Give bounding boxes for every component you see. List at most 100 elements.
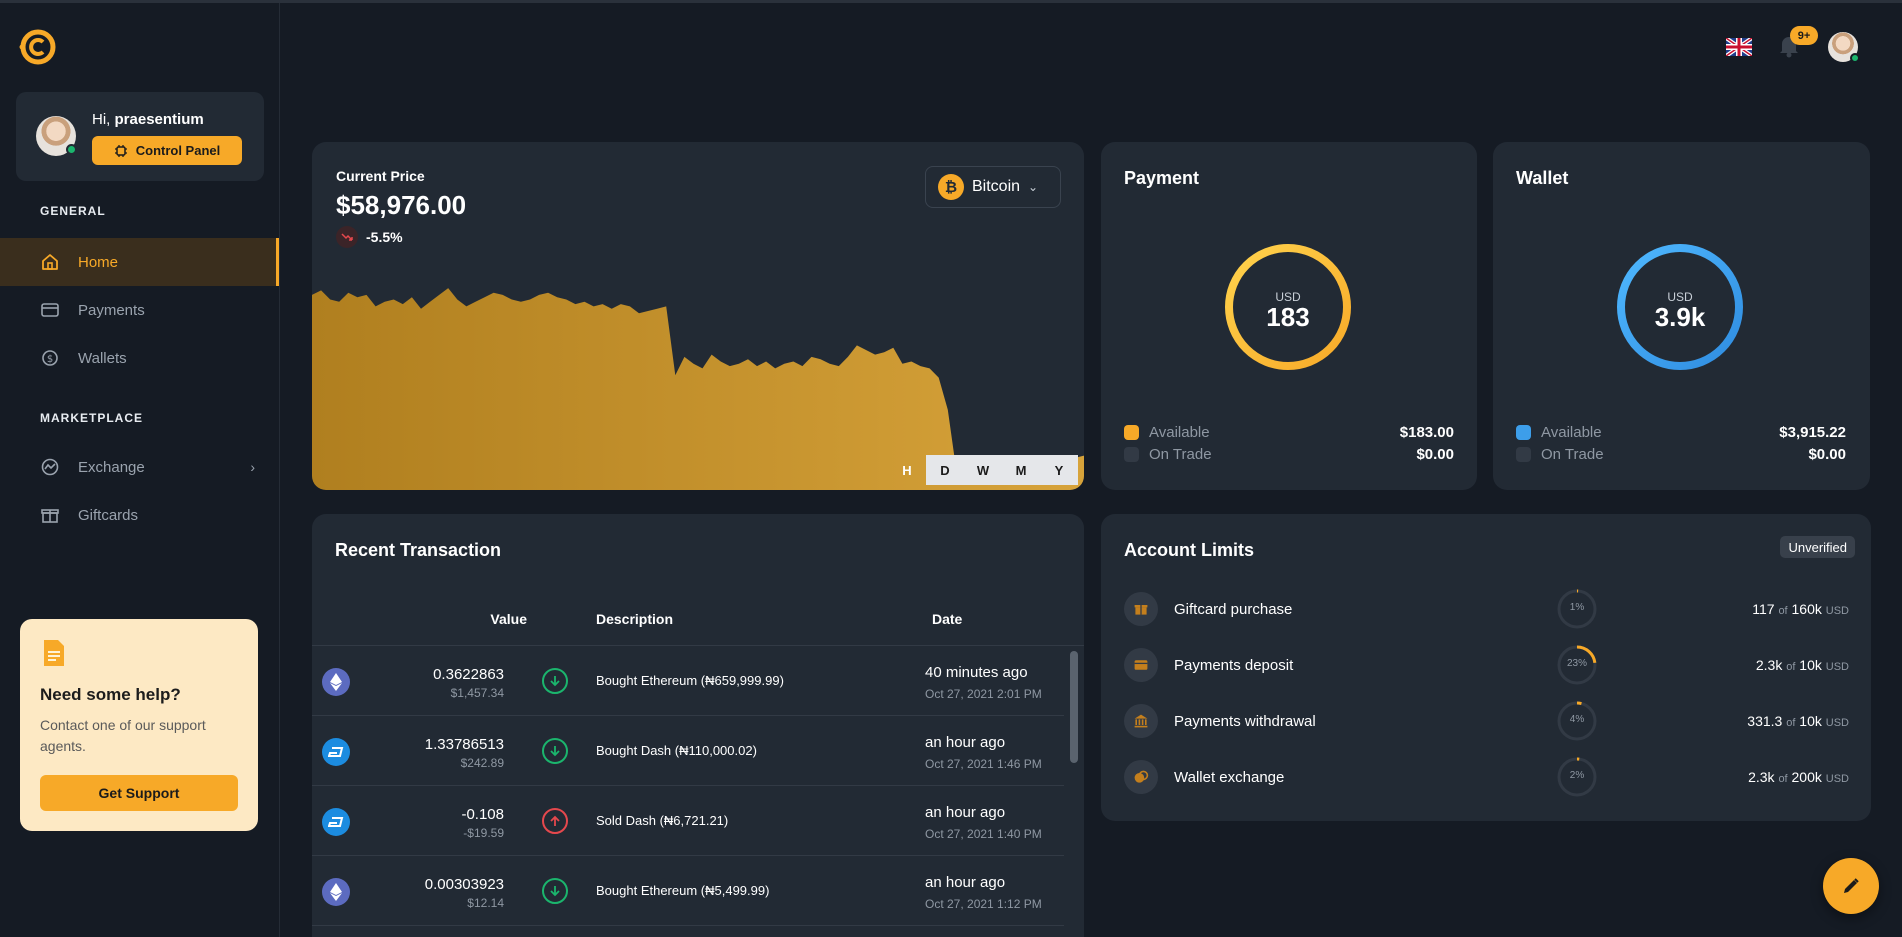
wallet-ontrade-row: On Trade $0.00 (1516, 446, 1846, 463)
verification-status-badge[interactable]: Unverified (1780, 536, 1855, 558)
limit-of: of (1778, 605, 1788, 617)
exchange-icon (41, 458, 59, 476)
tx-date: Oct 27, 2021 1:12 PM (925, 897, 1042, 911)
range-tab-w[interactable]: W (964, 455, 1002, 485)
limit-row-payments-deposit: Payments deposit 23% 2.3k of 10k USD (1124, 645, 1849, 685)
limit-percent: 2% (1569, 770, 1585, 781)
brand-logo[interactable] (18, 27, 58, 67)
limit-used: 2.3k (1755, 657, 1783, 673)
control-panel-label: Control Panel (135, 143, 221, 158)
header-avatar[interactable] (1828, 32, 1860, 63)
wallet-card: Wallet USD 3.9k Available $3,915.22 On T… (1493, 142, 1870, 490)
legend-label: Available (1541, 424, 1602, 441)
dash-icon (322, 738, 350, 766)
bank-icon (1124, 704, 1158, 738)
table-row[interactable]: 0.00303923 $12.14 Bought Ethereum (₦5,49… (312, 856, 1064, 926)
coins-icon: $ (42, 350, 58, 366)
legend-amount: $3,915.22 (1779, 424, 1846, 441)
sidebar-item-giftcards[interactable]: Giftcards (0, 491, 279, 539)
limit-max: 160k (1791, 601, 1822, 617)
limit-name: Wallet exchange (1174, 768, 1285, 786)
limit-used: 2.3k (1748, 769, 1775, 785)
tx-usd: $1,457.34 (450, 686, 504, 700)
limit-unit: USD (1825, 605, 1849, 617)
legend-label: On Trade (1149, 446, 1212, 463)
selected-coin: Bitcoin (972, 178, 1021, 195)
greeting-prefix: Hi, (92, 111, 111, 128)
limit-used: 117 (1752, 601, 1775, 617)
control-panel-button[interactable]: Control Panel (92, 136, 242, 165)
legend-swatch (1124, 425, 1139, 440)
limit-row-wallet-exchange: Wallet exchange 2% 2.3k of 200k USD (1124, 757, 1849, 797)
current-price-label: Current Price (336, 168, 425, 184)
payment-card: Payment USD 183 Available $183.00 On Tra… (1101, 142, 1477, 490)
document-icon (44, 640, 64, 666)
tx-date: Oct 27, 2021 2:01 PM (925, 687, 1042, 701)
edit-fab-button[interactable] (1823, 858, 1879, 914)
wallet-available-row: Available $3,915.22 (1516, 424, 1846, 441)
table-header-divider (312, 645, 1084, 646)
table-row[interactable]: 1.33786513 $242.89 Bought Dash (₦110,000… (312, 716, 1064, 786)
limit-value: 2.3k of 10k USD (1756, 657, 1849, 673)
range-tab-d[interactable]: D (926, 455, 964, 485)
legend-swatch (1124, 447, 1139, 462)
limit-unit: USD (1825, 773, 1849, 785)
uk-flag-icon[interactable] (1726, 38, 1752, 56)
limit-percent: 4% (1569, 714, 1585, 725)
user-card: Hi, praesentium Control Panel (16, 92, 264, 181)
tx-usd: $12.14 (467, 896, 504, 910)
transactions-title: Recent Transaction (335, 540, 502, 560)
price-change-value: -5.5% (366, 229, 403, 245)
range-tab-h[interactable]: H (902, 462, 912, 478)
avatar[interactable] (36, 116, 77, 156)
tx-amount: 0.3622863 (433, 666, 504, 683)
scrollbar-thumb[interactable] (1070, 651, 1078, 763)
get-support-button[interactable]: Get Support (40, 775, 238, 811)
limit-gauge (1557, 645, 1597, 685)
legend-swatch (1516, 447, 1531, 462)
sidebar-item-label: Wallets (78, 349, 127, 367)
trend-down-icon (336, 226, 358, 248)
limit-name: Payments withdrawal (1174, 712, 1316, 730)
sidebar-item-home[interactable]: Home (0, 238, 279, 286)
user-name: praesentium (114, 111, 204, 128)
payment-available-row: Available $183.00 (1124, 424, 1454, 441)
tx-usd: $242.89 (460, 756, 504, 770)
table-row[interactable]: -0.108 -$19.59 Sold Dash (₦6,721.21) an … (312, 786, 1064, 856)
limit-row-payments-withdrawal: Payments withdrawal 4% 331.3 of 10k USD (1124, 701, 1849, 741)
wallet-currency: USD (1667, 290, 1693, 304)
range-tab-m[interactable]: M (1002, 455, 1040, 485)
gift-icon (1124, 592, 1158, 626)
sidebar-item-wallets[interactable]: $ Wallets (0, 334, 279, 382)
sidebar-item-exchange[interactable]: Exchange › (0, 443, 279, 491)
limits-title: Account Limits (1124, 540, 1255, 560)
tx-description: Bought Ethereum (₦5,499.99) (596, 883, 770, 898)
limit-value: 2.3k of 200k USD (1748, 769, 1849, 785)
limit-max: 10k (1799, 657, 1822, 673)
payment-currency: USD (1275, 290, 1301, 304)
legend-label: On Trade (1541, 446, 1604, 463)
limit-max: 10k (1799, 713, 1822, 729)
limit-unit: USD (1825, 661, 1849, 673)
limit-gauge (1557, 701, 1597, 741)
sidebar: Hi, praesentium Control Panel GENERAL Ho… (0, 3, 280, 937)
limit-unit: USD (1825, 717, 1849, 729)
limit-of: of (1786, 717, 1796, 729)
tx-amount: 1.33786513 (424, 736, 504, 753)
gift-icon (41, 509, 59, 523)
cpu-icon (114, 144, 127, 157)
column-header-date: Date (932, 611, 963, 627)
limit-percent: 1% (1569, 602, 1585, 613)
tx-time: an hour ago (925, 734, 1006, 751)
range-tab-y[interactable]: Y (1040, 455, 1078, 485)
price-area-chart (312, 288, 1084, 490)
sidebar-item-label: Exchange (78, 458, 145, 476)
coin-select-dropdown[interactable]: ₿ Bitcoin ⌄ (925, 166, 1061, 208)
column-header-value: Value (490, 611, 527, 627)
table-row[interactable]: 0.3622863 $1,457.34 Bought Ethereum (₦65… (312, 646, 1064, 716)
sidebar-item-payments[interactable]: Payments (0, 286, 279, 334)
column-header-description: Description (596, 611, 674, 627)
legend-amount: $0.00 (1808, 446, 1846, 463)
help-title: Need some help? (40, 685, 181, 704)
tx-description: Sold Dash (₦6,721.21) (596, 813, 729, 828)
